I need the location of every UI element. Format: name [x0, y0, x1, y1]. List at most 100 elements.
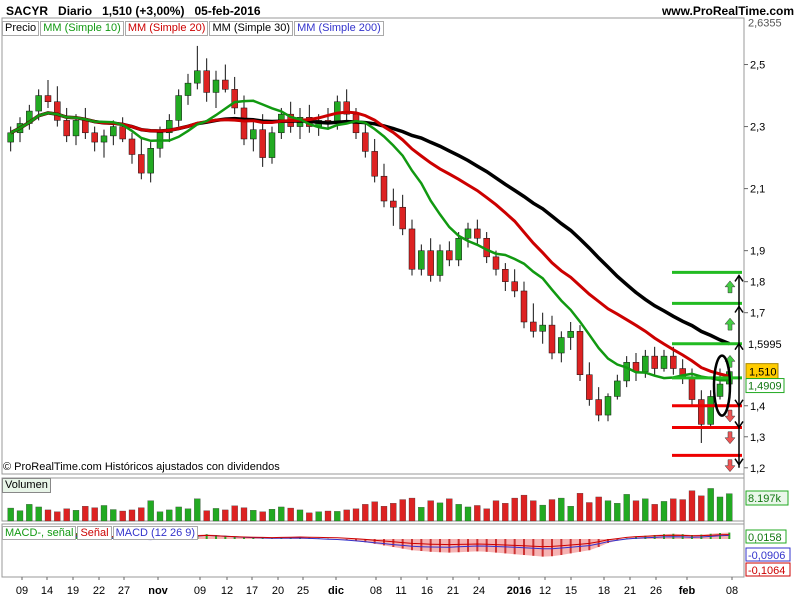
macd-value-3: -0,1064 — [748, 565, 785, 577]
candle — [408, 228, 416, 270]
volume-bar — [548, 499, 556, 522]
macd-legend-3[interactable]: MACD (12 26 9) — [112, 526, 199, 540]
volume-bar — [324, 510, 332, 522]
volume-bar — [26, 504, 33, 522]
date-label: 05-feb-2016 — [194, 4, 261, 18]
candle — [7, 132, 14, 143]
volume-bar — [194, 498, 201, 522]
legend-mm20[interactable]: MM (Simple 20) — [124, 21, 209, 36]
y-tick-label: 1,2 — [750, 463, 765, 475]
candle — [128, 138, 136, 155]
candle — [427, 250, 434, 276]
header-title: SACYR Diario 1,510 (+3,00%) 05-feb-2016 — [6, 4, 261, 18]
candle — [203, 70, 210, 93]
volume-bar — [250, 510, 257, 522]
x-tick-label: 24 — [473, 585, 485, 597]
y-tick-label: 1,7 — [750, 308, 765, 320]
volume-bar — [166, 509, 173, 522]
volume-bar — [586, 502, 593, 522]
volume-bar — [688, 490, 696, 522]
legend-precio[interactable]: Precio — [2, 21, 40, 36]
candle — [539, 324, 546, 332]
candle — [474, 228, 481, 239]
volume-bar — [698, 495, 705, 522]
candle — [54, 101, 61, 121]
candle — [614, 380, 621, 397]
y-tick-label: 2,1 — [750, 184, 765, 196]
mm20-line — [10, 110, 730, 378]
candle — [595, 399, 602, 416]
x-tick-label: 16 — [421, 585, 433, 597]
volume-bar — [604, 500, 612, 522]
candle — [222, 79, 229, 90]
candle — [371, 151, 378, 177]
volume-bar — [520, 494, 528, 522]
macd-tag-2 — [745, 547, 791, 562]
legend-mm10[interactable]: MM (Simple 10) — [40, 21, 124, 36]
volume-bar — [203, 510, 210, 522]
y-tick-label: 2,5 — [750, 60, 765, 72]
arrowhead-up-icon — [734, 274, 744, 282]
candle — [642, 355, 649, 372]
volume-label[interactable]: Volumen — [2, 478, 51, 493]
volume-bar — [72, 510, 80, 522]
volume-bar — [390, 503, 397, 522]
candle — [35, 95, 42, 112]
candle — [660, 355, 668, 369]
down-arrow-icon — [724, 431, 736, 445]
y-tick-label: 1,8 — [750, 277, 765, 289]
volume-bar — [100, 505, 108, 522]
volume-bar — [352, 508, 360, 522]
volume-bar — [614, 503, 621, 522]
candle — [698, 399, 705, 425]
macd-legend-2[interactable]: Señal — [77, 526, 112, 540]
x-tick-label: 19 — [67, 585, 79, 597]
x-tick-label: 21 — [624, 585, 636, 597]
last-price-text: 1,510 — [749, 367, 777, 379]
symbol-label: SACYR — [6, 4, 49, 18]
macd-legend: MACD-, señal Señal MACD (12 26 9) — [2, 526, 199, 540]
volume-bar — [679, 499, 686, 522]
volume-bar — [138, 507, 145, 522]
candle — [446, 250, 453, 261]
volume-bar — [287, 507, 294, 522]
volume-bar — [642, 498, 649, 522]
x-tick-label: 26 — [650, 585, 662, 597]
candle — [455, 237, 462, 261]
down-arrow-icon — [724, 409, 736, 423]
candle — [604, 396, 612, 416]
macd-tag-1 — [745, 529, 787, 544]
macd-tag-3 — [745, 562, 791, 577]
volume-bar — [44, 509, 52, 522]
x-tick-label: 08 — [726, 585, 738, 597]
site-label: www.ProRealTime.com — [661, 4, 794, 18]
x-tick-label: 14 — [41, 585, 53, 597]
volume-bar — [436, 502, 444, 522]
x-tick-label: 08 — [370, 585, 382, 597]
candle — [511, 281, 518, 292]
legend-mm30[interactable]: MM (Simple 30) — [209, 21, 294, 36]
down-arrow-icon — [724, 459, 736, 473]
volume-bar — [175, 506, 182, 522]
volume-bar — [716, 496, 724, 522]
candle — [464, 228, 472, 239]
candle — [82, 120, 89, 134]
candle — [623, 362, 630, 382]
volume-bar — [660, 501, 668, 522]
mm10-tag — [745, 378, 785, 394]
volume-bar — [502, 503, 509, 522]
price-label: 1,510 (+3,00%) — [102, 4, 185, 18]
x-tick-label: nov — [148, 585, 168, 597]
volume-bar — [63, 508, 70, 522]
legend-mm200[interactable]: MM (Simple 200) — [294, 21, 384, 36]
volume-bar — [511, 497, 518, 522]
volume-bar — [399, 499, 406, 522]
volume-bar — [82, 506, 89, 522]
arrowhead-up-icon — [734, 342, 744, 351]
volume-bar — [427, 500, 434, 522]
macd-legend-1[interactable]: MACD-, señal — [2, 526, 77, 540]
x-tick-label: 27 — [118, 585, 130, 597]
volume-bar — [156, 511, 164, 522]
x-tick-label: 20 — [272, 585, 284, 597]
